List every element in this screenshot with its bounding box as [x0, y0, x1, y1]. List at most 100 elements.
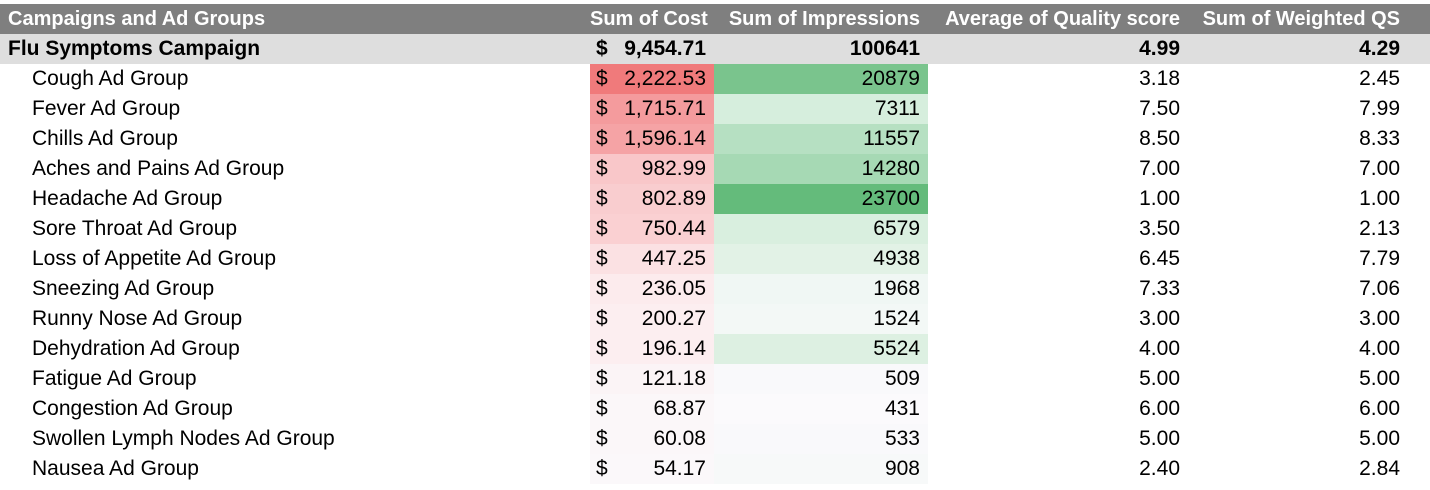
ad-group-quality-score: 7.00	[1139, 157, 1180, 180]
cost-value: 9,454.71	[624, 37, 706, 60]
ad-group-quality-score: 4.00	[1139, 337, 1180, 360]
campaign-quality-score: 4.99	[1139, 37, 1180, 60]
cost-value: 68.87	[653, 397, 706, 420]
ad-group-weighted-qs: 6.00	[1359, 397, 1400, 420]
ad-group-weighted-qs: 3.00	[1359, 307, 1400, 330]
ad-group-cost: $1,715.71	[590, 94, 714, 124]
ad-group-name: Aches and Pains Ad Group	[32, 157, 285, 180]
ad-group-row[interactable]: Headache Ad Group $802.89 23700 1.00 1.00	[0, 184, 1430, 214]
ad-group-row[interactable]: Sneezing Ad Group $236.05 1968 7.33 7.06	[0, 274, 1430, 304]
ad-group-row[interactable]: Cough Ad Group $2,222.53 20879 3.18 2.45	[0, 64, 1430, 94]
ad-group-quality-score: 8.50	[1139, 127, 1180, 150]
currency-symbol: $	[596, 127, 608, 150]
currency-symbol: $	[596, 457, 608, 480]
ad-group-row[interactable]: Chills Ad Group $1,596.14 11557 8.50 8.33	[0, 124, 1430, 154]
ad-group-impressions: 20879	[714, 64, 928, 94]
ad-group-name: Fever Ad Group	[32, 97, 181, 120]
currency-symbol: $	[596, 367, 608, 390]
ad-group-row[interactable]: Sore Throat Ad Group $750.44 6579 3.50 2.13	[0, 214, 1430, 244]
ad-group-impressions: 509	[714, 364, 928, 394]
currency-symbol: $	[596, 37, 608, 60]
ad-group-quality-score: 3.18	[1139, 67, 1180, 90]
ad-group-row[interactable]: Aches and Pains Ad Group $982.99 14280 7.00…	[0, 154, 1430, 184]
ad-group-cost: $196.14	[590, 334, 714, 364]
header-campaigns-ad-groups[interactable]: Campaigns and Ad Groups	[8, 8, 266, 30]
ad-group-impressions: 431	[714, 394, 928, 424]
currency-symbol: $	[596, 247, 608, 270]
ad-group-impressions: 908	[714, 454, 928, 484]
ad-group-weighted-qs: 5.00	[1359, 367, 1400, 390]
ad-group-quality-score: 5.00	[1139, 427, 1180, 450]
ad-group-cost: $236.05	[590, 274, 714, 304]
cost-value: 121.18	[641, 367, 706, 390]
currency-symbol: $	[596, 187, 608, 210]
ad-group-cost: $68.87	[590, 394, 714, 424]
ad-group-impressions: 5524	[714, 334, 928, 364]
ad-group-name: Nausea Ad Group	[32, 457, 199, 480]
ad-group-row[interactable]: Dehydration Ad Group $196.14 5524 4.00 4.00	[0, 334, 1430, 364]
ad-group-weighted-qs: 7.00	[1359, 157, 1400, 180]
ad-group-cost: $447.25	[590, 244, 714, 274]
ad-group-row[interactable]: Nausea Ad Group $54.17 908 2.40 2.84	[0, 454, 1430, 484]
header-sum-weighted-qs[interactable]: Sum of Weighted QS	[1202, 8, 1400, 30]
ad-group-cost: $121.18	[590, 364, 714, 394]
ad-group-cost: $54.17	[590, 454, 714, 484]
cost-value: 196.14	[641, 337, 706, 360]
ad-group-row[interactable]: Congestion Ad Group $68.87 431 6.00 6.00	[0, 394, 1430, 424]
campaign-row[interactable]: Flu Symptoms Campaign $ 9,454.71 100641 …	[0, 34, 1430, 64]
ad-group-weighted-qs: 7.79	[1359, 247, 1400, 270]
ad-group-row[interactable]: Swollen Lymph Nodes Ad Group $60.08 533 5.0…	[0, 424, 1430, 454]
ad-group-name: Headache Ad Group	[32, 187, 223, 210]
header-average-quality-score[interactable]: Average of Quality score	[945, 8, 1180, 30]
campaign-weighted-qs: 4.29	[1359, 37, 1400, 60]
header-row: Campaigns and Ad Groups Sum of Cost Sum …	[0, 4, 1430, 34]
ad-group-quality-score: 5.00	[1139, 367, 1180, 390]
ad-group-name: Swollen Lymph Nodes Ad Group	[32, 427, 335, 450]
cost-value: 982.99	[641, 157, 706, 180]
header-sum-of-cost[interactable]: Sum of Cost	[590, 8, 708, 30]
ad-group-quality-score: 1.00	[1139, 187, 1180, 210]
ad-group-impressions: 7311	[714, 94, 928, 124]
ad-group-impressions: 6579	[714, 214, 928, 244]
ad-group-quality-score: 3.50	[1139, 217, 1180, 240]
ad-group-name: Fatigue Ad Group	[32, 367, 197, 390]
ad-group-weighted-qs: 1.00	[1359, 187, 1400, 210]
ad-group-weighted-qs: 7.06	[1359, 277, 1400, 300]
ad-group-weighted-qs: 2.45	[1359, 67, 1400, 90]
ad-group-row[interactable]: Fatigue Ad Group $121.18 509 5.00 5.00	[0, 364, 1430, 394]
ad-group-cost: $60.08	[590, 424, 714, 454]
campaign-impressions: 100641	[849, 37, 920, 60]
cost-value: 1,715.71	[624, 97, 706, 120]
ad-group-cost: $802.89	[590, 184, 714, 214]
ad-group-cost: $2,222.53	[590, 64, 714, 94]
header-sum-of-impressions[interactable]: Sum of Impressions	[728, 8, 920, 30]
cost-value: 236.05	[641, 277, 706, 300]
ad-group-impressions: 14280	[714, 154, 928, 184]
currency-symbol: $	[596, 97, 608, 120]
campaign-name: Flu Symptoms Campaign	[8, 37, 261, 60]
ad-group-name: Runny Nose Ad Group	[32, 307, 243, 330]
cost-value: 750.44	[641, 217, 706, 240]
cost-value: 54.17	[653, 457, 706, 480]
cost-value: 802.89	[641, 187, 706, 210]
ad-group-cost: $750.44	[590, 214, 714, 244]
ad-group-impressions: 23700	[714, 184, 928, 214]
ad-group-row[interactable]: Runny Nose Ad Group $200.27 1524 3.00 3.00	[0, 304, 1430, 334]
ad-group-impressions: 1524	[714, 304, 928, 334]
ad-group-weighted-qs: 8.33	[1359, 127, 1400, 150]
ad-group-row[interactable]: Fever Ad Group $1,715.71 7311 7.50 7.99	[0, 94, 1430, 124]
ad-group-weighted-qs: 2.13	[1359, 217, 1400, 240]
ad-group-impressions: 11557	[714, 124, 928, 154]
ad-group-quality-score: 6.00	[1139, 397, 1180, 420]
ad-group-weighted-qs: 5.00	[1359, 427, 1400, 450]
ad-group-name: Dehydration Ad Group	[32, 337, 240, 360]
currency-symbol: $	[596, 427, 608, 450]
currency-symbol: $	[596, 157, 608, 180]
ad-group-row[interactable]: Loss of Appetite Ad Group $447.25 4938 6.45…	[0, 244, 1430, 274]
ad-group-impressions: 533	[714, 424, 928, 454]
ad-group-weighted-qs: 7.99	[1359, 97, 1400, 120]
campaign-cost: $ 9,454.71	[590, 34, 714, 64]
ad-group-impressions: 1968	[714, 274, 928, 304]
currency-symbol: $	[596, 217, 608, 240]
